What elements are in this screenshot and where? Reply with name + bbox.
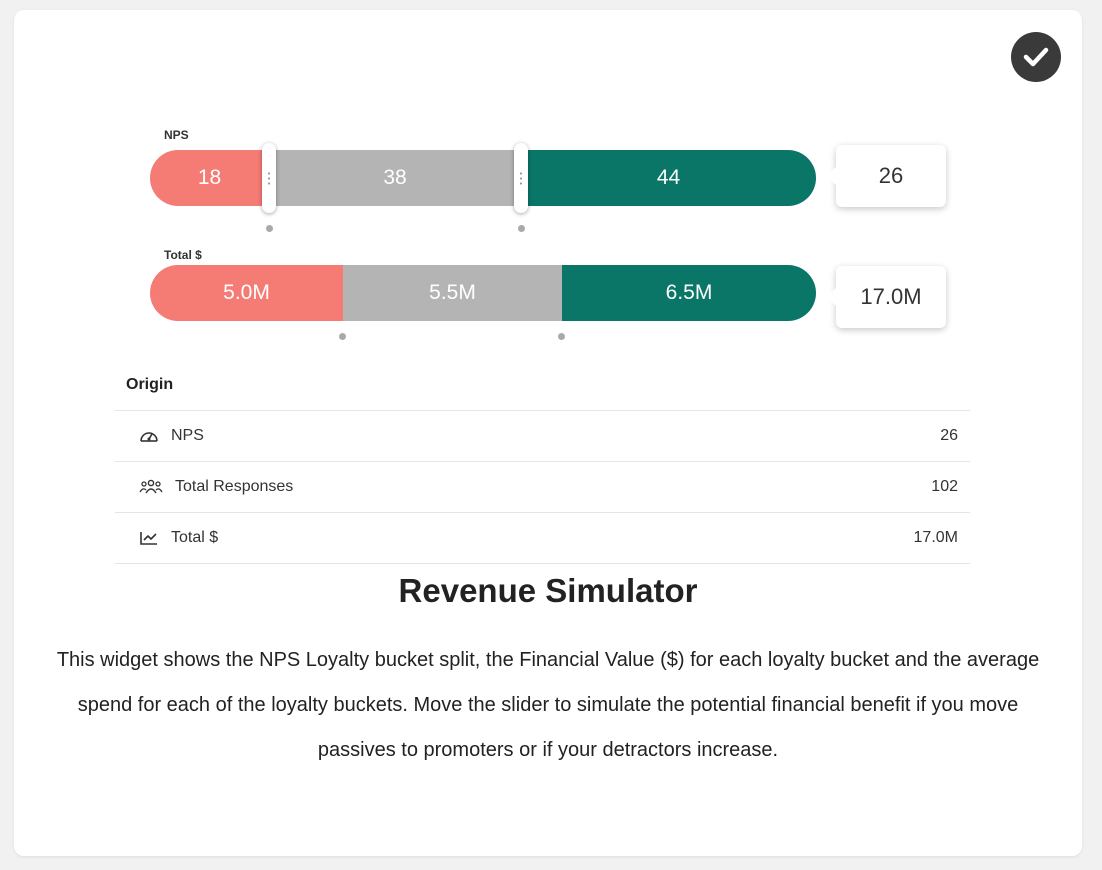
widget-description: This widget shows the NPS Loyalty bucket… — [56, 649, 1040, 761]
row-value: 26 — [940, 427, 958, 444]
widget-title: Revenue Simulator — [398, 572, 698, 609]
line-chart-icon — [140, 532, 157, 545]
total-result-callout: 17.0M — [827, 266, 946, 328]
check-icon[interactable] — [1011, 32, 1061, 82]
table-row: Total $ 17.0M — [115, 512, 970, 564]
total-bar: 5.0M 5.5M 6.5M — [150, 265, 816, 321]
total-boundary-marker — [558, 333, 565, 340]
nps-handle-marker — [518, 225, 525, 232]
nps-bar: 18 38 44 — [150, 150, 816, 206]
table-row: NPS 26 — [115, 410, 970, 461]
row-value: 17.0M — [913, 529, 958, 546]
nps-promoter-slider-handle[interactable] — [514, 143, 528, 213]
row-label: Total $ — [171, 529, 219, 546]
nps-bar-label: NPS — [164, 128, 189, 142]
total-promoters-segment: 6.5M — [562, 265, 816, 321]
total-passives-segment: 5.5M — [343, 265, 562, 321]
origin-title: Origin — [126, 376, 174, 393]
nps-handle-marker — [266, 225, 273, 232]
nps-detractors-segment: 18 — [150, 150, 269, 206]
users-icon — [139, 479, 163, 494]
row-label: Total Responses — [175, 478, 294, 495]
origin-table: NPS 26 Total Responses 102 — [115, 410, 970, 564]
nps-promoters-segment: 44 — [521, 150, 816, 206]
nps-result-callout: 26 — [827, 145, 946, 207]
row-label: NPS — [171, 427, 204, 444]
total-boundary-marker — [339, 333, 346, 340]
row-value: 102 — [931, 478, 958, 495]
total-detractors-segment: 5.0M — [150, 265, 343, 321]
gauge-icon — [140, 432, 158, 442]
table-row: Total Responses 102 — [115, 461, 970, 512]
nps-detractor-slider-handle[interactable] — [262, 143, 276, 213]
total-bar-label: Total $ — [164, 248, 202, 262]
revenue-simulator-card: NPS 18 38 44 26 Total $ 5.0M 5.5M 6.5M 1… — [14, 10, 1082, 856]
nps-passives-segment: 38 — [269, 150, 521, 206]
